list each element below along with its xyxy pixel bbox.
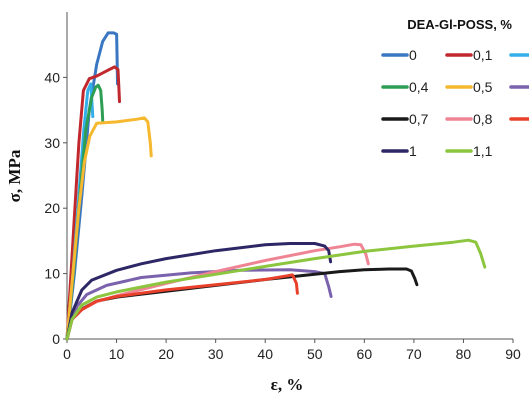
x-tick-label: 60 — [357, 346, 373, 362]
x-tick-label: 90 — [505, 346, 521, 362]
x-axis-title: ε, % — [271, 375, 304, 394]
x-tick-label: 50 — [307, 346, 323, 362]
legend-label: 0 — [409, 47, 417, 63]
series-line-11 — [65, 238, 487, 341]
axes — [66, 12, 513, 340]
legend: DEA-Gl-POSS, % 00,100,40,500,70,8011,1 — [381, 17, 529, 159]
series-line-1 — [65, 31, 119, 341]
series-layer — [65, 31, 487, 341]
legend-label: 1 — [409, 143, 417, 159]
series-line-2 — [65, 65, 121, 341]
x-ticks: 0 10 20 30 40 50 60 70 80 90 — [63, 339, 521, 362]
series-line-9 — [65, 273, 299, 341]
x-tick-label: 30 — [208, 346, 224, 362]
y-tick-label: 20 — [44, 200, 60, 216]
legend-label: 0,5 — [473, 79, 493, 95]
y-tick-label: 30 — [44, 135, 60, 151]
series-line-7 — [65, 267, 419, 341]
series-line-10 — [65, 242, 333, 341]
legend-label: 0,1 — [473, 47, 493, 63]
x-tick-label: 0 — [63, 346, 71, 362]
legend-title: DEA-Gl-POSS, % — [407, 17, 512, 32]
y-axis-title: σ, MPa — [5, 149, 24, 202]
y-tick-label: 0 — [52, 331, 60, 347]
x-tick-label: 20 — [158, 346, 174, 362]
y-ticks: 0 10 20 30 40 — [44, 69, 67, 347]
series-line-6 — [65, 268, 333, 341]
legend-label: 0,8 — [473, 111, 493, 127]
x-tick-label: 70 — [406, 346, 422, 362]
y-tick-label: 40 — [44, 69, 60, 85]
legend-label: 0,7 — [409, 111, 429, 127]
x-tick-label: 10 — [109, 346, 125, 362]
y-tick-label: 10 — [44, 266, 60, 282]
series-line-5 — [65, 116, 153, 341]
x-tick-label: 40 — [257, 346, 273, 362]
legend-label: 0,4 — [409, 79, 429, 95]
x-tick-label: 80 — [456, 346, 472, 362]
legend-items: 00,100,40,500,70,8011,1 — [381, 47, 529, 159]
legend-label: 1,1 — [473, 143, 493, 159]
